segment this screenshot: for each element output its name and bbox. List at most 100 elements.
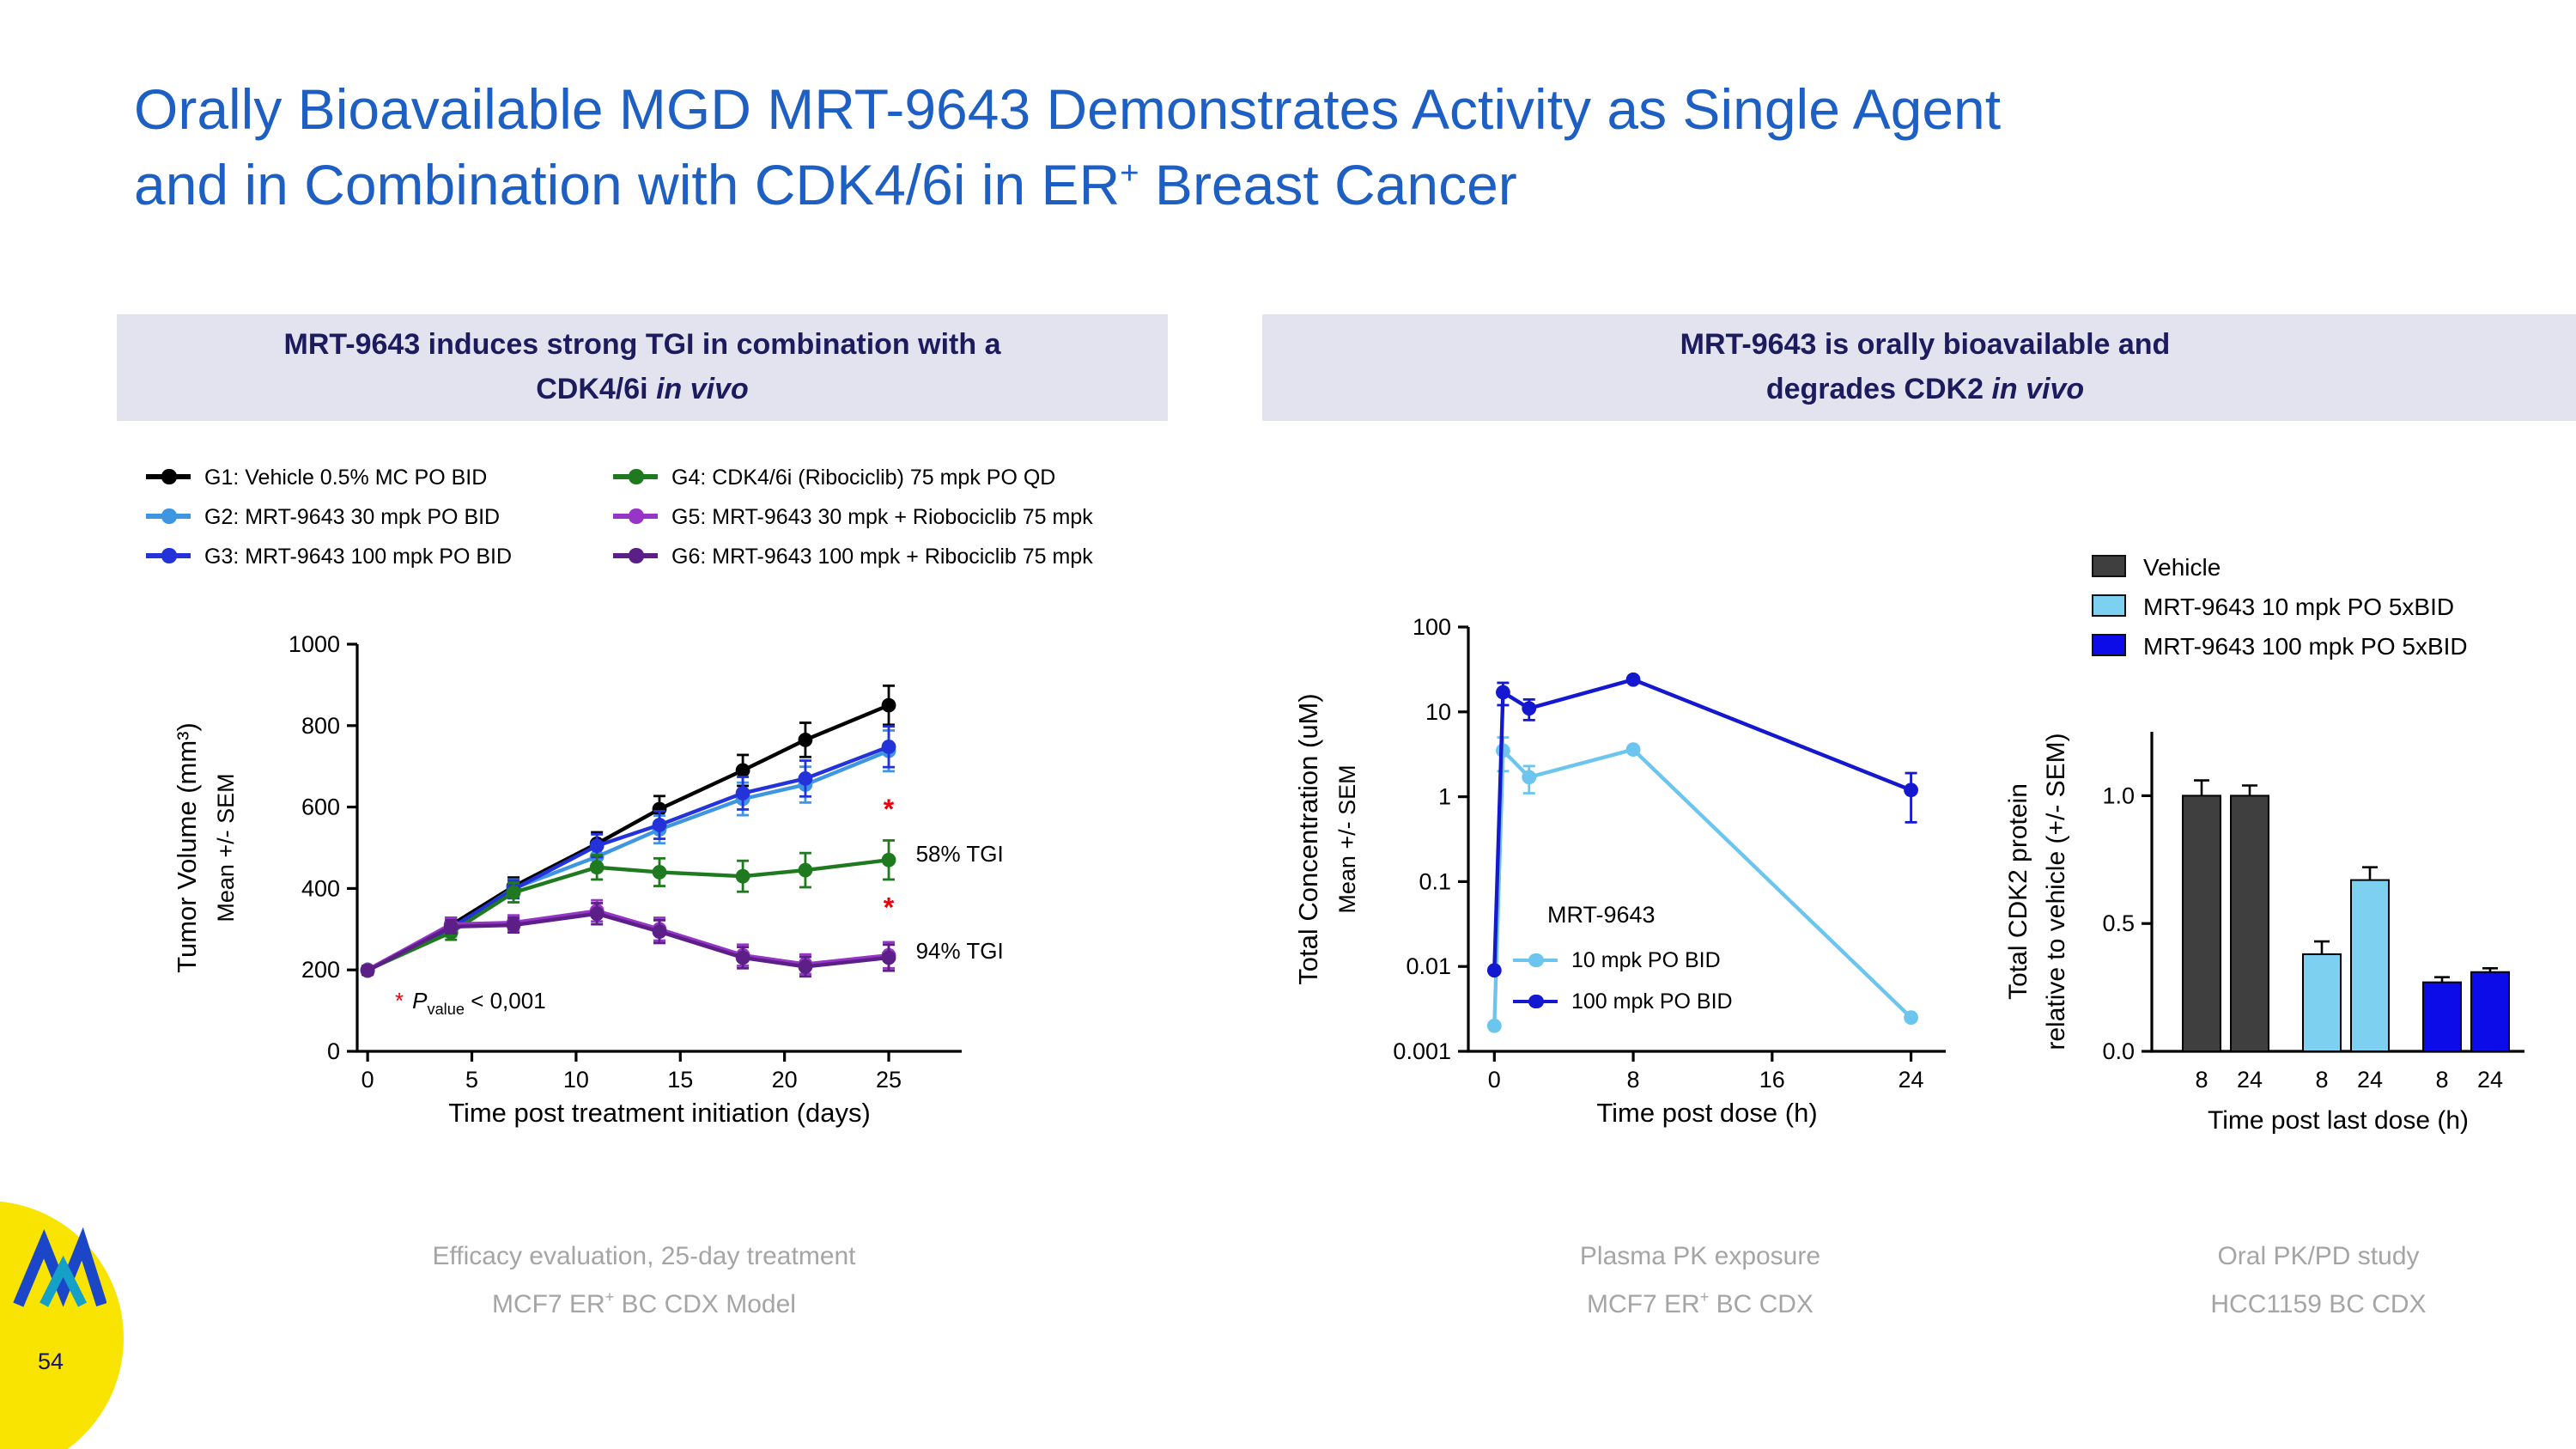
svg-text:*: *	[884, 892, 895, 923]
slide-title: Orally Bioavailable MGD MRT-9643 Demonst…	[134, 72, 2001, 222]
legend-label: MRT-9643 100 mpk PO 5xBID	[2143, 631, 2468, 659]
svg-text:1: 1	[1438, 784, 1451, 810]
svg-text:Tumor Volume (mm³): Tumor Volume (mm³)	[172, 722, 202, 973]
pk-concentration-chart: 0.001 0.01 0.1 1 10 100 0 8 16 24 Time post dose (…	[1279, 593, 1984, 1151]
pvalue-note: * Pvalue < 0,001	[395, 988, 546, 1019]
svg-text:0.5: 0.5	[2102, 910, 2135, 936]
legend-label: G2: MRT-9643 30 mpk PO BID	[204, 504, 501, 528]
legend-line-marker-icon	[1513, 994, 1558, 1009]
svg-text:24: 24	[2357, 1067, 2383, 1093]
tumor-volume-chart: 0 200 400 600 800 1000 0 5 10 15 20 25 * 58% TGI * 94% …	[120, 610, 1099, 1151]
legend-swatch-icon	[2092, 594, 2126, 617]
svg-text:8: 8	[2195, 1067, 2208, 1093]
svg-text:*: *	[884, 794, 895, 825]
svg-text:relative to vehicle (+/- SEM): relative to vehicle (+/- SEM)	[2042, 733, 2070, 1050]
svg-text:5: 5	[465, 1067, 478, 1093]
svg-text:200: 200	[301, 957, 340, 983]
pvalue-asterisk: *	[395, 988, 404, 1014]
legend-item: Vehicle	[2092, 546, 2468, 586]
caption-pkpd-study: Oral PK/PD study HCC1159 BC CDX	[2210, 1242, 2427, 1319]
treatment-groups-legend: G1: Vehicle 0.5% MC PO BID G2: MRT-9643 3…	[146, 457, 1093, 575]
legend-line-marker-icon	[146, 469, 191, 484]
legend-label: 10 mpk PO BID	[1571, 948, 1721, 972]
page-number: 54	[38, 1349, 64, 1374]
svg-text:10: 10	[563, 1067, 589, 1093]
svg-text:25: 25	[876, 1067, 902, 1093]
legend-label: G6: MRT-9643 100 mpk + Ribociclib 75 mpk	[671, 544, 1093, 568]
legend-item: G6: MRT-9643 100 mpk + Ribociclib 75 mpk	[613, 536, 1093, 575]
legend-label: MRT-9643 10 mpk PO 5xBID	[2143, 592, 2455, 619]
pk-legend: MRT-9643 10 mpk PO BID 100 mpk PO BID	[1513, 902, 1733, 1022]
logo: 54	[0, 1201, 124, 1449]
cdk2-protein-plot: 0.0 0.5 1.0 8 24 8 24 8 24 Time post last dose (h…	[2004, 732, 2524, 1135]
svg-text:0.001: 0.001	[1393, 1038, 1451, 1064]
legend-label: G3: MRT-9643 100 mpk PO BID	[204, 544, 513, 568]
legend-label: G1: Vehicle 0.5% MC PO BID	[204, 465, 488, 489]
svg-text:94% TGI: 94% TGI	[916, 938, 1004, 964]
logo-m-icon	[13, 1227, 106, 1307]
title-line-1: Orally Bioavailable MGD MRT-9643 Demonst…	[134, 77, 2002, 141]
legend-label: G4: CDK4/6i (Ribociclib) 75 mpk PO QD	[671, 465, 1056, 489]
svg-text:10: 10	[1425, 699, 1451, 725]
svg-text:Total CDK2 protein: Total CDK2 protein	[2004, 783, 2032, 1000]
svg-text:24: 24	[1899, 1067, 1924, 1093]
svg-text:8: 8	[2435, 1067, 2448, 1093]
svg-text:0: 0	[361, 1067, 374, 1093]
svg-text:0: 0	[327, 1038, 340, 1064]
svg-text:20: 20	[772, 1067, 798, 1093]
svg-text:800: 800	[301, 713, 340, 739]
panel-header-efficacy: MRT-9643 induces strong TGI in combinati…	[117, 314, 1168, 421]
svg-text:0.01: 0.01	[1406, 953, 1451, 979]
bar-chart-legend: Vehicle MRT-9643 10 mpk PO 5xBID MRT-9643 …	[2092, 546, 2468, 665]
svg-text:58% TGI: 58% TGI	[916, 841, 1004, 867]
svg-text:24: 24	[2477, 1067, 2503, 1093]
svg-text:0: 0	[1488, 1067, 1501, 1093]
legend-line-marker-icon	[146, 548, 191, 563]
svg-text:Time post treatment initiation: Time post treatment initiation (days)	[448, 1098, 871, 1128]
svg-text:8: 8	[2315, 1067, 2328, 1093]
legend-line-marker-icon	[613, 469, 658, 484]
svg-text:Mean +/- SEM: Mean +/- SEM	[213, 773, 239, 922]
caption-efficacy-study: Efficacy evaluation, 25-day treatment MC…	[432, 1242, 856, 1319]
svg-text:8: 8	[1627, 1067, 1640, 1093]
legend-swatch-icon	[2092, 555, 2126, 577]
svg-text:600: 600	[301, 795, 340, 820]
legend-item: G1: Vehicle 0.5% MC PO BID	[146, 457, 613, 496]
svg-text:100: 100	[1413, 614, 1451, 640]
legend-line-marker-icon	[146, 508, 191, 524]
svg-text:Time post dose (h): Time post dose (h)	[1596, 1098, 1817, 1128]
svg-text:Total Concentration (uM): Total Concentration (uM)	[1293, 693, 1323, 984]
legend-line-marker-icon	[613, 508, 658, 524]
svg-text:0.0: 0.0	[2102, 1038, 2135, 1064]
svg-text:1000: 1000	[289, 631, 340, 657]
legend-label: Vehicle	[2143, 552, 2221, 580]
panel-header-pk-pd: MRT-9643 is orally bioavailable and degr…	[1262, 314, 2576, 421]
legend-swatch-icon	[2092, 634, 2126, 656]
legend-item: MRT-9643 10 mpk PO 5xBID	[2092, 586, 2468, 625]
legend-item: MRT-9643 100 mpk PO 5xBID	[2092, 625, 2468, 665]
pk-concentration-plot: 0.001 0.01 0.1 1 10 100 0 8 16 24 Time post dose (…	[1293, 614, 1946, 1128]
legend-item: 10 mpk PO BID	[1513, 940, 1733, 981]
legend-line-marker-icon	[1513, 953, 1558, 968]
svg-text:400: 400	[301, 875, 340, 901]
tumor-volume-plot: 0 200 400 600 800 1000 0 5 10 15 20 25 * 58% TGI * 94% …	[172, 631, 1004, 1128]
svg-text:24: 24	[2237, 1067, 2263, 1093]
svg-text:15: 15	[667, 1067, 693, 1093]
svg-text:1.0: 1.0	[2102, 782, 2135, 808]
legend-label: G5: MRT-9643 30 mpk + Riobociclib 75 mpk	[671, 504, 1093, 528]
cdk2-protein-bar-chart: 0.0 0.5 1.0 8 24 8 24 8 24 Time post last dose (h…	[1992, 670, 2576, 1168]
pk-legend-title: MRT-9643	[1547, 902, 1656, 928]
svg-text:Time post last dose (h): Time post last dose (h)	[2208, 1106, 2469, 1135]
svg-text:16: 16	[1759, 1067, 1785, 1093]
legend-item: G5: MRT-9643 30 mpk + Riobociclib 75 mpk	[613, 496, 1093, 536]
legend-item: 100 mpk PO BID	[1513, 981, 1733, 1022]
legend-item: G4: CDK4/6i (Ribociclib) 75 mpk PO QD	[613, 457, 1093, 496]
title-line-2: and in Combination with CDK4/6i in ER+ B…	[134, 152, 1517, 216]
legend-item: G2: MRT-9643 30 mpk PO BID	[146, 496, 613, 536]
legend-label: 100 mpk PO BID	[1571, 989, 1733, 1014]
svg-text:Mean +/- SEM: Mean +/- SEM	[1334, 764, 1360, 913]
legend-line-marker-icon	[613, 548, 658, 563]
svg-text:0.1: 0.1	[1419, 868, 1451, 894]
legend-item: G3: MRT-9643 100 mpk PO BID	[146, 536, 613, 575]
